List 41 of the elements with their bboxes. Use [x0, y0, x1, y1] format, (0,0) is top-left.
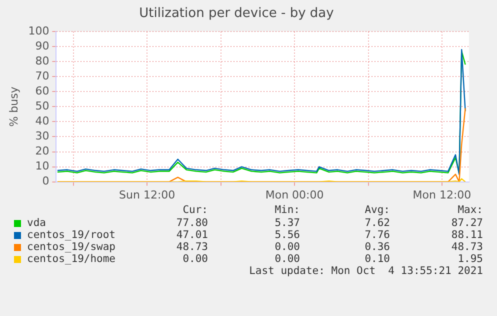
text: 0.36 [364, 241, 390, 253]
text: Max: [458, 204, 483, 216]
text: 7.62 [364, 217, 390, 229]
y-tick-label: 80 [35, 54, 50, 68]
legend-label: vda [27, 217, 46, 229]
y-axis-title: % busy [7, 86, 20, 127]
text: Min: [274, 204, 300, 216]
text: 87.27 [451, 217, 483, 229]
x-tick-label: Mon 00:00 [265, 188, 324, 202]
text: 0.00 [274, 253, 300, 265]
text: 5.37 [274, 217, 300, 229]
y-tick-label: 0 [42, 174, 50, 188]
y-tick-label: 60 [35, 84, 50, 98]
y-tick-label: 40 [35, 114, 50, 128]
text: Last update: Mon Oct 4 13:55:21 2021 [249, 265, 483, 277]
text: 0.00 [274, 241, 300, 253]
text: 48.73 [451, 241, 483, 253]
x-tick-label: Mon 12:00 [412, 188, 472, 202]
legend-label: centos_19/root [27, 229, 116, 241]
text: 0.10 [364, 253, 390, 265]
y-tick-label: 70 [35, 70, 50, 83]
text: 48.73 [176, 241, 208, 253]
y-tick-label: 20 [35, 144, 50, 158]
text: Cur: [182, 204, 208, 216]
chart-title: Utilization per device - by day [139, 6, 334, 22]
y-tick-label: 50 [35, 100, 50, 113]
y-tick-label: 30 [35, 130, 50, 143]
y-tick-label: 10 [35, 160, 50, 173]
text: 77.80 [176, 217, 208, 229]
x-tick-label: Sun 12:00 [119, 188, 176, 202]
text: 0.00 [182, 253, 208, 265]
text: 7.76 [364, 229, 390, 241]
text: 5.56 [274, 229, 300, 241]
legend-label: centos_19/home [27, 253, 116, 265]
legend-label: centos_19/swap [27, 241, 116, 253]
text: 88.11 [451, 229, 483, 241]
y-tick-label: 90 [35, 39, 50, 52]
text: Avg: [364, 204, 390, 216]
y-tick-label: 100 [28, 24, 50, 38]
text: 47.01 [176, 229, 208, 241]
text: 1.95 [458, 253, 483, 265]
